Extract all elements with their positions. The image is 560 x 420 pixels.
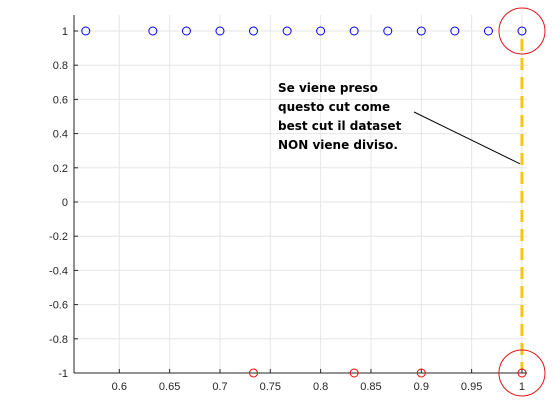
x-tick-label: 0.75 [260, 381, 281, 393]
data-point [282, 26, 292, 36]
highlight-circles [498, 7, 546, 397]
data-point [517, 26, 527, 36]
y-tick-label: 1 [62, 26, 68, 38]
data-point [349, 26, 359, 36]
data-point [248, 26, 258, 36]
data-point [517, 368, 527, 378]
y-tick-label: 0.6 [53, 94, 68, 106]
y-tick-label: 0.2 [53, 163, 68, 175]
y-tick-label: 0.8 [53, 60, 68, 72]
data-point [148, 26, 158, 36]
grid-lines [74, 15, 527, 374]
y-tick-label: -1 [58, 368, 68, 380]
y-tick-label: 0.4 [53, 129, 68, 141]
data-point [483, 26, 493, 36]
x-tick-label: 0.65 [159, 381, 180, 393]
highlight-circle [498, 349, 546, 397]
y-tick-label: -0.6 [49, 300, 68, 312]
x-tick-label: 0.8 [313, 381, 328, 393]
x-tick-label: 0.9 [414, 381, 429, 393]
data-point [248, 368, 258, 378]
y-axis-ticks: 1 0.8 0.6 0.4 0.2 0 -0.2 -0.4 -0.6 -0.8 -1 [49, 26, 78, 380]
data-points [81, 26, 527, 378]
data-point [416, 368, 426, 378]
plot-area [74, 15, 527, 373]
annotation: Se viene preso questo cut come best cut … [278, 81, 521, 165]
x-tick-label: 1 [519, 381, 525, 393]
data-point [316, 26, 326, 36]
y-tick-label: -0.4 [49, 265, 68, 277]
highlight-circle [498, 7, 546, 55]
data-point [416, 26, 426, 36]
axes [73, 15, 527, 374]
annotation-line-2: questo cut come [278, 100, 390, 114]
y-tick-label: 0 [62, 197, 68, 209]
x-tick-label: 0.6 [112, 381, 127, 393]
data-point [383, 26, 393, 36]
annotation-text: Se viene preso questo cut come best cut … [278, 81, 406, 152]
annotation-line-4: NON viene diviso. [278, 138, 398, 152]
x-tick-label: 0.95 [461, 381, 482, 393]
data-point [81, 26, 91, 36]
data-point [215, 26, 225, 36]
data-point [181, 26, 191, 36]
x-tick-label: 0.85 [360, 381, 381, 393]
y-tick-label: -0.8 [49, 334, 68, 346]
x-axis-ticks: 0.6 0.65 0.7 0.75 0.8 0.85 0.9 0.95 1 [112, 369, 525, 393]
y-tick-label: -0.2 [49, 231, 68, 243]
annotation-arrow-line [413, 111, 521, 165]
annotation-line-3: best cut il dataset [278, 119, 402, 133]
x-tick-label: 0.7 [212, 381, 227, 393]
data-point [450, 26, 460, 36]
annotation-line-1: Se viene preso [278, 81, 378, 95]
data-point [349, 368, 359, 378]
